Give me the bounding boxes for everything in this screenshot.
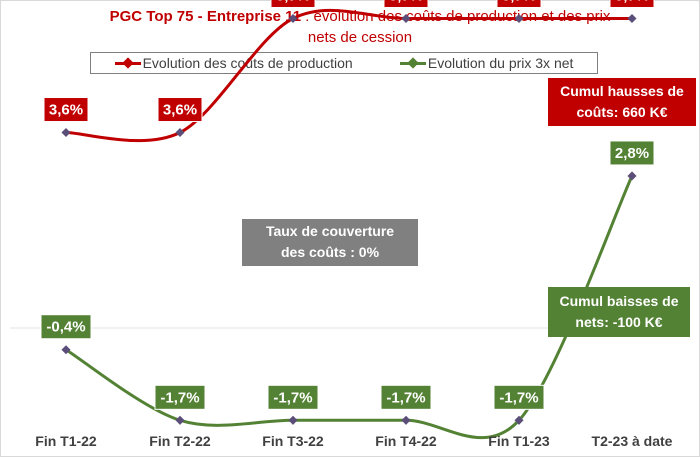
data-label-costs: 3,6%	[43, 97, 89, 123]
svg-text:3,6%: 3,6%	[163, 102, 197, 119]
data-point-price	[627, 171, 637, 181]
svg-text:-0,4%: -0,4%	[46, 319, 85, 336]
annotation-cumul-baisses-line2: nets: -100 K€	[575, 314, 663, 330]
legend-item-price: Evolution du prix 3x net	[399, 55, 574, 71]
data-label-price: 2,8%	[609, 140, 655, 166]
svg-text:-1,7%: -1,7%	[386, 389, 425, 406]
annotation-taux-couverture: Taux de couverture des coûts : 0%	[242, 219, 418, 266]
chart-title-line2: nets de cession	[307, 29, 413, 46]
data-label-price: -1,7%	[493, 384, 545, 410]
svg-text:5,7%: 5,7%	[615, 0, 649, 4]
annotation-cumul-hausses: Cumul hausses de coûts: 660 K€	[548, 78, 696, 126]
data-label-price: -1,7%	[267, 384, 319, 410]
x-tick-label: Fin T4-22	[375, 433, 437, 449]
data-label-costs: 5,7%	[496, 0, 542, 8]
legend-swatch-price	[399, 57, 426, 69]
annotation-cumul-baisses: Cumul baisses de nets: -100 K€	[548, 287, 690, 337]
svg-text:2,8%: 2,8%	[615, 145, 649, 162]
data-label-price: -1,7%	[154, 384, 206, 410]
x-tick-label: Fin T1-22	[35, 433, 97, 449]
svg-text:5,7%: 5,7%	[502, 0, 536, 4]
series-line-costs	[65, 8, 632, 143]
chart-title-text: : évolution des coûts de production et d…	[301, 8, 611, 25]
data-label-price: -1,7%	[380, 384, 432, 410]
data-point-price	[288, 415, 298, 425]
data-label-costs: 3,6%	[157, 97, 203, 123]
data-label-costs: 5,7%	[383, 0, 429, 8]
annotation-taux-couverture-line1: Taux de couverture	[265, 223, 395, 239]
svg-text:5,7%: 5,7%	[389, 0, 423, 4]
x-tick-label: Fin T1-23	[488, 433, 550, 449]
legend-label-price: Evolution du prix 3x net	[427, 55, 574, 71]
annotation-cumul-hausses-line1: Cumul hausses de	[560, 83, 684, 99]
data-point-price	[401, 415, 411, 425]
svg-text:-1,7%: -1,7%	[499, 389, 538, 406]
annotation-cumul-hausses-line2: coûts: 660 K€	[576, 104, 668, 120]
series-line-price	[65, 175, 634, 440]
data-point-price	[175, 415, 185, 425]
svg-text:-1,7%: -1,7%	[160, 389, 199, 406]
data-point-costs	[175, 127, 185, 138]
x-tick-label: Fin T3-22	[262, 433, 324, 449]
data-point-costs	[401, 13, 411, 24]
x-tick-label: T2-23 à date	[592, 433, 673, 449]
svg-text:5,7%: 5,7%	[276, 0, 310, 4]
annotation-cumul-baisses-line1: Cumul baisses de	[559, 293, 679, 309]
data-point-costs	[627, 13, 637, 24]
x-tick-label: Fin T2-22	[149, 433, 211, 449]
svg-text:-1,7%: -1,7%	[273, 389, 312, 406]
chart-title-company: PGC Top 75 - Entreprise 11	[109, 8, 302, 25]
data-label-price: -0,4%	[40, 314, 92, 340]
data-label-costs: 5,7%	[609, 0, 655, 8]
annotation-taux-couverture-line2: des coûts : 0%	[280, 244, 380, 260]
legend-swatch-costs	[114, 57, 141, 69]
chart-title: PGC Top 75 - Entreprise 11 : évolution d…	[60, 6, 660, 48]
data-label-costs: 5,7%	[270, 0, 316, 8]
svg-text:3,6%: 3,6%	[49, 102, 83, 119]
data-point-costs	[514, 13, 524, 24]
data-point-costs	[61, 127, 71, 138]
